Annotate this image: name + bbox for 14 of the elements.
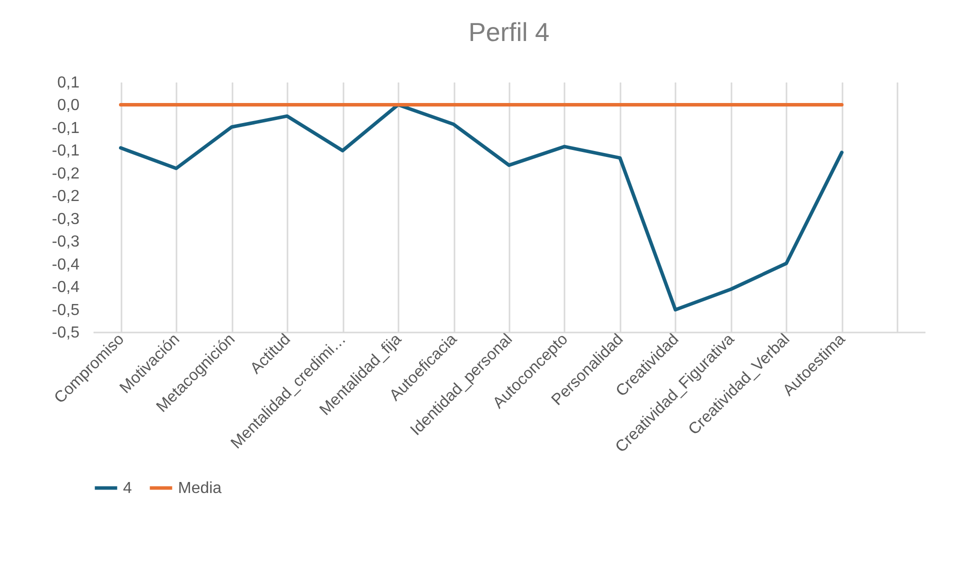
y-tick-label: -0,3 [52, 210, 80, 228]
y-tick-label: 0,0 [57, 97, 80, 114]
y-tick-label: -0,2 [52, 188, 80, 206]
y-tick-label: -0,3 [52, 234, 80, 251]
y-tick-label: -0,4 [52, 279, 80, 296]
y-tick-label: 0,1 [57, 74, 80, 92]
y-tick-label: -0,1 [52, 142, 80, 160]
legend-label: 4 [123, 480, 132, 497]
y-tick-label: -0,2 [52, 165, 80, 182]
y-tick-label: -0,1 [52, 120, 80, 137]
y-tick-label: -0,5 [52, 302, 80, 319]
chart-title: Perfil 4 [468, 17, 550, 47]
legend-label: Media [178, 480, 222, 497]
y-tick-label: -0,4 [52, 256, 80, 274]
